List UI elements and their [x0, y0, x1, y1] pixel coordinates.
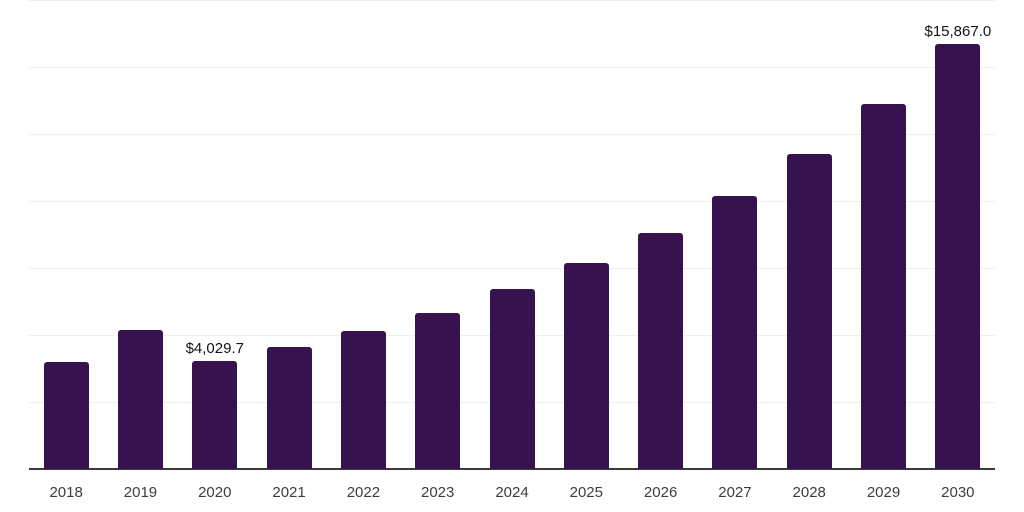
x-tick-2028: 2028 — [792, 484, 826, 501]
x-tick-2026: 2026 — [643, 484, 678, 501]
bar-2030 — [935, 43, 981, 469]
bar-2022 — [340, 330, 386, 469]
plot-area: $4,029.7 $15,867.0 — [29, 0, 995, 470]
gridline-12500 — [29, 134, 995, 135]
bar-2024 — [489, 289, 535, 469]
bar-2028 — [786, 154, 832, 469]
x-tick-2021: 2021 — [272, 484, 306, 501]
bar-2025 — [563, 262, 609, 469]
x-axis-line — [29, 468, 995, 470]
gridline-17500 — [29, 0, 995, 1]
x-axis: 2018 2019 2020 2021 2022 2023 2024 2025 2026 2027… — [29, 470, 995, 512]
x-tick-2022: 2022 — [346, 484, 381, 501]
x-tick-2025: 2025 — [569, 484, 603, 501]
x-tick-2019: 2019 — [123, 484, 158, 501]
bar-2018 — [43, 362, 89, 469]
data-label-2030: $15,867.0 — [924, 22, 992, 40]
bar-2019 — [117, 330, 163, 469]
bar-2029 — [861, 103, 907, 469]
x-tick-2018: 2018 — [49, 484, 83, 501]
data-label-2020: $4,029.7 — [185, 340, 244, 358]
x-tick-2020: 2020 — [198, 484, 232, 501]
bar-2027 — [712, 195, 758, 469]
x-tick-2023: 2023 — [421, 484, 455, 501]
x-tick-2024: 2024 — [495, 484, 529, 501]
gridline-15000 — [29, 67, 995, 68]
bar-2020 — [192, 361, 238, 469]
bar-2023 — [415, 312, 461, 469]
x-tick-2029: 2029 — [866, 484, 901, 501]
gridline-10000 — [29, 201, 995, 202]
x-tick-2027: 2027 — [718, 484, 752, 501]
x-tick-2030: 2030 — [941, 484, 975, 501]
gridline-7500 — [29, 268, 995, 269]
bar-2026 — [638, 233, 684, 469]
bar-2021 — [266, 347, 312, 469]
